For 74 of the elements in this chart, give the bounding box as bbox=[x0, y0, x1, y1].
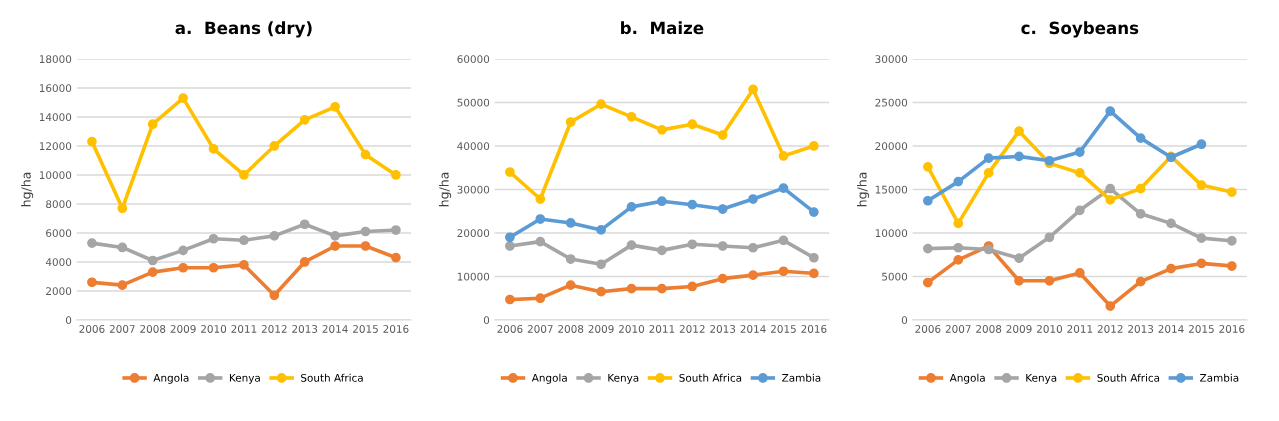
x-tick-label: 2008 bbox=[558, 325, 584, 333]
legend-label: Zambia bbox=[782, 373, 821, 382]
y-tick-label: 20000 bbox=[875, 142, 908, 151]
y-tick-label: 10000 bbox=[457, 272, 490, 281]
legend-label: South Africa bbox=[679, 373, 742, 382]
y-tick-label: 16000 bbox=[39, 84, 72, 93]
x-tick-label: 2010 bbox=[1036, 325, 1063, 333]
x-tick-label: 2016 bbox=[1219, 325, 1245, 333]
legend-label: South Africa bbox=[301, 373, 363, 382]
legend-label: Kenya bbox=[608, 374, 639, 384]
y-tick-label: 8000 bbox=[46, 200, 72, 209]
y-tick-label: 4000 bbox=[45, 258, 72, 267]
x-tick-label: 2016 bbox=[383, 325, 409, 333]
x-tick-label: 2012 bbox=[1097, 325, 1123, 333]
x-tick-label: 2006 bbox=[79, 325, 105, 333]
x-tick-label: 2011 bbox=[1067, 325, 1093, 333]
x-tick-label: 2014 bbox=[322, 325, 348, 333]
x-tick-label: 2009 bbox=[170, 325, 196, 333]
x-tick-label: 2013 bbox=[1128, 325, 1154, 333]
y-tick-label: 12000 bbox=[39, 142, 72, 151]
x-tick-label: 2009 bbox=[588, 325, 614, 333]
y-tick-label: 14000 bbox=[39, 113, 72, 122]
y-axis-title: hg/ha bbox=[857, 172, 870, 207]
y-tick-label: 25000 bbox=[875, 98, 908, 107]
x-tick-label: 2014 bbox=[740, 325, 766, 333]
legend-label: Kenya bbox=[1026, 374, 1057, 384]
y-tick-label: 0 bbox=[901, 316, 908, 325]
x-tick-label: 2007 bbox=[109, 325, 135, 333]
y-tick-label: 15000 bbox=[875, 185, 908, 194]
y-tick-label: 60000 bbox=[457, 55, 490, 64]
y-tick-label: 50000 bbox=[457, 98, 490, 107]
x-tick-label: 2006 bbox=[915, 325, 941, 333]
x-tick-label: 2006 bbox=[497, 325, 523, 333]
y-tick-label: 10000 bbox=[875, 229, 908, 238]
x-tick-label: 2013 bbox=[710, 325, 736, 333]
x-tick-label: 2012 bbox=[679, 325, 705, 333]
y-tick-label: 18000 bbox=[39, 55, 72, 64]
legend-label: South Africa bbox=[1097, 373, 1160, 382]
x-tick-label: 2012 bbox=[261, 325, 287, 333]
chart-title: b. Maize bbox=[621, 21, 704, 35]
x-tick-label: 2010 bbox=[618, 325, 645, 333]
y-tick-label: 2000 bbox=[46, 287, 72, 296]
legend-label: Angola bbox=[153, 373, 189, 384]
x-tick-label: 2007 bbox=[527, 325, 553, 333]
legend-label: Kenya bbox=[229, 374, 260, 384]
y-tick-label: 10000 bbox=[39, 171, 72, 180]
y-axis-title: hg/ha bbox=[21, 172, 34, 207]
x-tick-label: 2011 bbox=[231, 325, 257, 333]
x-tick-label: 2015 bbox=[353, 325, 378, 333]
chart-title: c. Soybeans bbox=[1021, 21, 1139, 38]
y-tick-label: 30000 bbox=[875, 55, 908, 64]
legend-label: Angola bbox=[531, 373, 567, 384]
x-tick-label: 2015 bbox=[1188, 325, 1214, 333]
y-tick-label: 0 bbox=[65, 316, 72, 325]
legend-label: Angola bbox=[949, 373, 985, 384]
x-tick-label: 2009 bbox=[1006, 325, 1032, 333]
y-tick-label: 30000 bbox=[457, 185, 490, 194]
y-tick-label: 5000 bbox=[882, 272, 908, 281]
x-tick-label: 2015 bbox=[770, 325, 796, 333]
x-tick-label: 2008 bbox=[976, 325, 1002, 333]
y-tick-label: 0 bbox=[483, 316, 490, 325]
chart-title: a. Beans (dry) bbox=[175, 21, 312, 38]
x-tick-label: 2007 bbox=[945, 325, 971, 333]
x-tick-label: 2011 bbox=[649, 325, 675, 333]
y-tick-label: 6000 bbox=[46, 229, 72, 238]
y-axis-title: hg/ha bbox=[439, 172, 452, 207]
x-tick-label: 2013 bbox=[292, 325, 318, 333]
y-tick-label: 40000 bbox=[457, 142, 490, 151]
x-tick-label: 2008 bbox=[140, 325, 166, 333]
x-tick-label: 2016 bbox=[801, 325, 827, 333]
legend-label: Zambia bbox=[1200, 373, 1239, 382]
x-tick-label: 2014 bbox=[1158, 325, 1184, 333]
x-tick-label: 2010 bbox=[201, 325, 227, 333]
y-tick-label: 20000 bbox=[457, 229, 490, 238]
